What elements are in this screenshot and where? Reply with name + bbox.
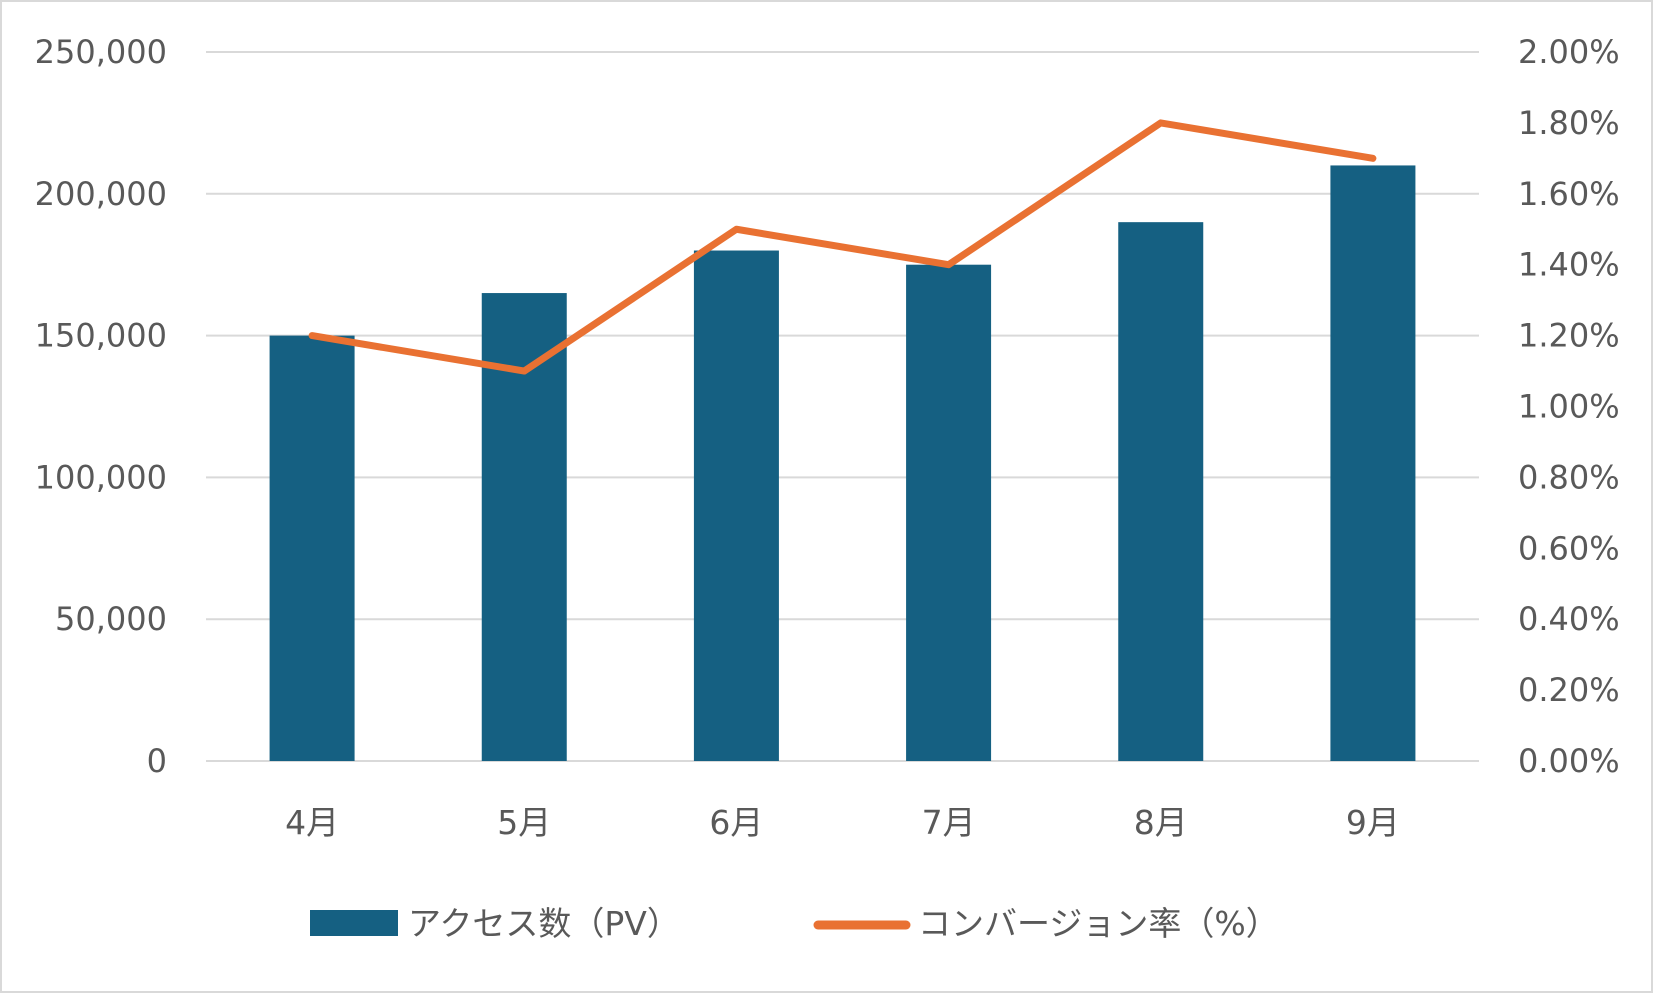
legend-label-bar: アクセス数（PV） bbox=[408, 904, 680, 943]
left-tick-label: 100,000 bbox=[35, 458, 167, 496]
right-tick-label: 1.60% bbox=[1518, 175, 1620, 213]
left-tick-label: 0 bbox=[147, 742, 167, 780]
right-axis-labels: 0.00% 0.20% 0.40% 0.60% 0.80% 1.00% 1.20% 1.40%… bbox=[1518, 33, 1620, 780]
x-tick-label: 8月 bbox=[1134, 803, 1188, 842]
right-tick-label: 0.80% bbox=[1518, 458, 1620, 496]
x-tick-label: 7月 bbox=[922, 803, 976, 842]
x-tick-label: 9月 bbox=[1346, 803, 1400, 842]
left-tick-label: 250,000 bbox=[35, 33, 167, 71]
left-axis-labels: 0 50,000 100,000 150,000 200,000 250,000 bbox=[35, 33, 167, 780]
bar bbox=[906, 264, 992, 761]
right-tick-label: 1.40% bbox=[1518, 246, 1620, 284]
right-tick-label: 1.20% bbox=[1518, 317, 1620, 355]
right-tick-label: 0.60% bbox=[1518, 529, 1620, 567]
bar bbox=[693, 250, 779, 761]
x-tick-label: 5月 bbox=[497, 803, 551, 842]
x-tick-label: 6月 bbox=[709, 803, 763, 842]
legend: アクセス数（PV） コンバージョン率（%） bbox=[310, 904, 1279, 943]
legend-label-line: コンバージョン率（%） bbox=[918, 904, 1279, 943]
left-tick-label: 200,000 bbox=[35, 175, 167, 213]
legend-swatch-bar bbox=[310, 910, 398, 936]
bar bbox=[1118, 222, 1204, 761]
right-tick-label: 2.00% bbox=[1518, 33, 1620, 71]
right-tick-label: 1.80% bbox=[1518, 104, 1620, 142]
conversion-line bbox=[308, 119, 1377, 375]
line-series bbox=[308, 119, 1377, 375]
gridlines bbox=[206, 51, 1479, 762]
bar bbox=[269, 335, 355, 761]
right-tick-label: 1.00% bbox=[1518, 388, 1620, 426]
bar-series bbox=[269, 165, 1416, 761]
right-tick-label: 0.20% bbox=[1518, 671, 1620, 709]
bar bbox=[1330, 165, 1416, 761]
right-tick-label: 0.40% bbox=[1518, 600, 1620, 638]
left-tick-label: 50,000 bbox=[55, 600, 167, 638]
right-tick-label: 0.00% bbox=[1518, 742, 1620, 780]
x-tick-label: 4月 bbox=[285, 803, 339, 842]
x-axis-labels: 4月 5月 6月 7月 8月 9月 bbox=[285, 803, 1400, 842]
left-tick-label: 150,000 bbox=[35, 317, 167, 355]
